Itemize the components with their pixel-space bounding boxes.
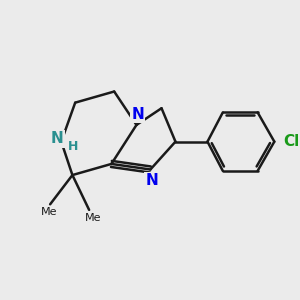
Text: Me: Me [85, 213, 101, 223]
Text: H: H [68, 140, 78, 153]
Text: N: N [131, 107, 144, 122]
Text: Cl: Cl [284, 134, 300, 149]
Text: N: N [146, 173, 158, 188]
Text: Me: Me [40, 207, 57, 217]
Text: N: N [51, 131, 64, 146]
